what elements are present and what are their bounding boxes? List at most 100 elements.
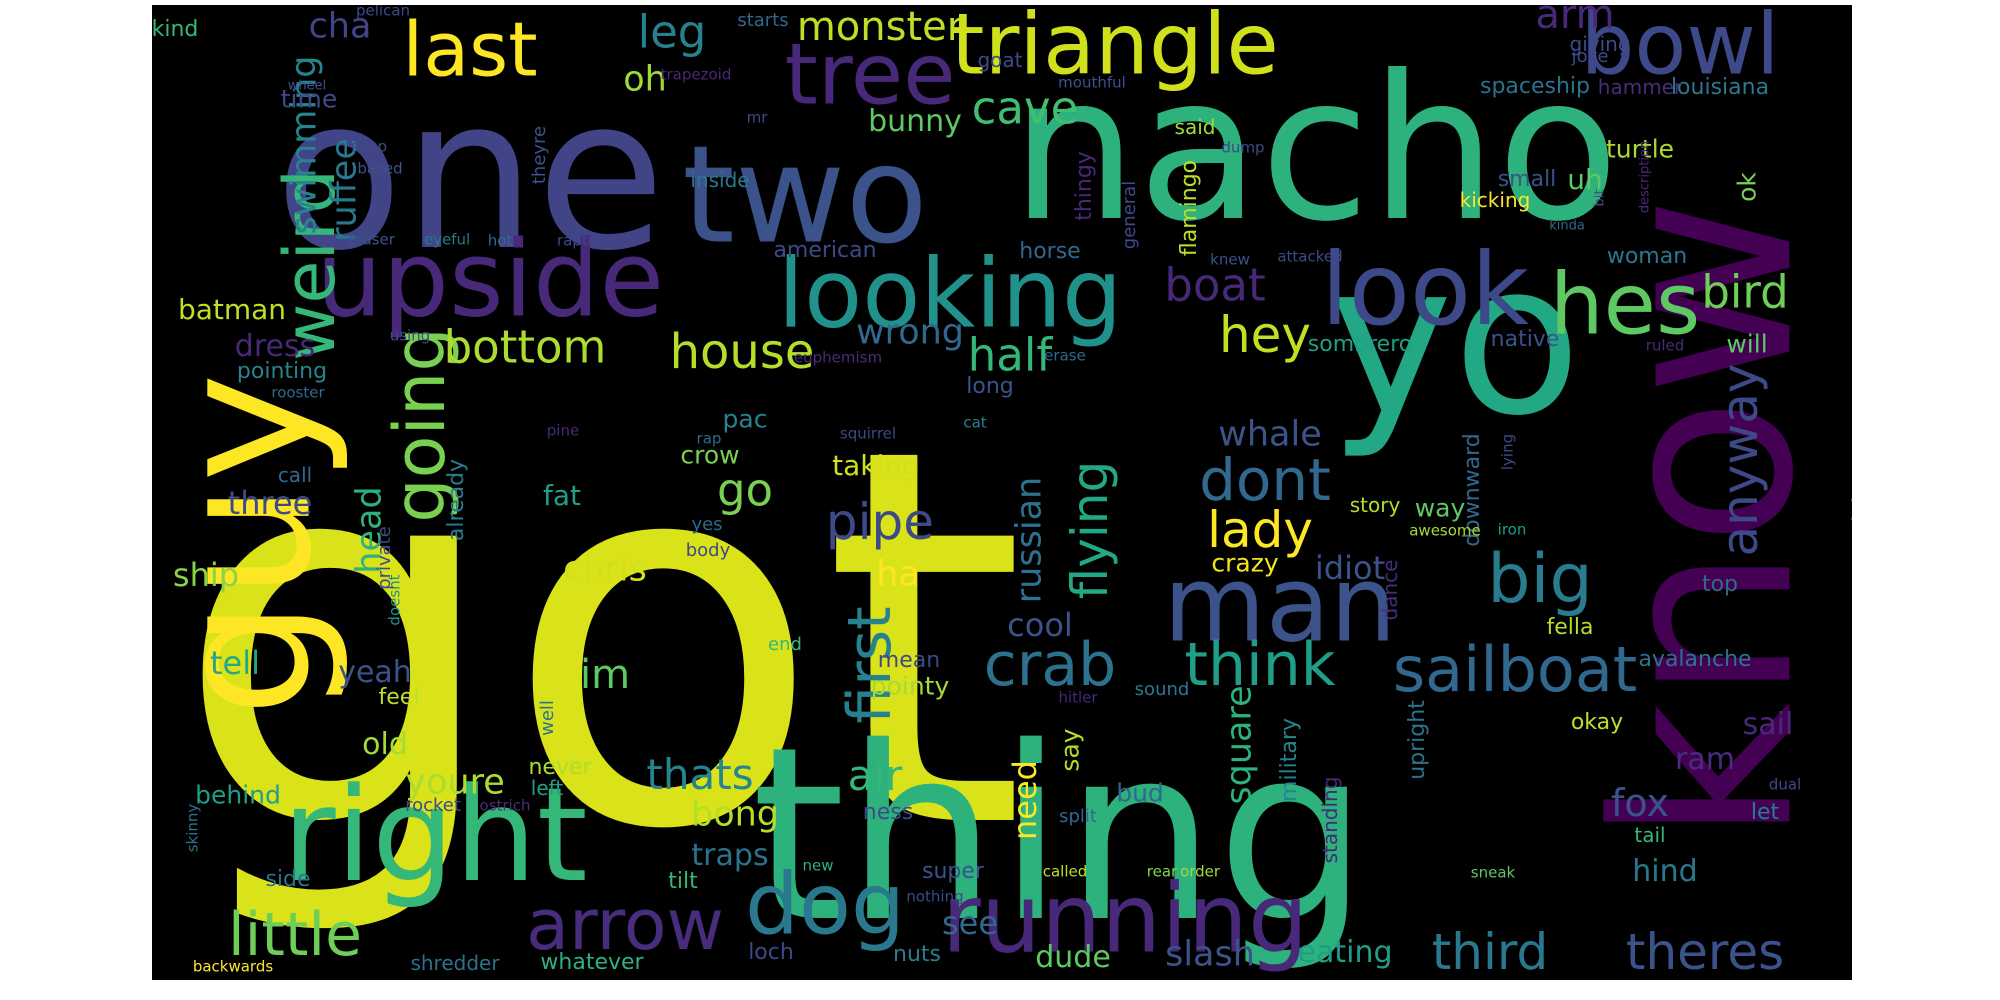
word-hes: hes — [1549, 255, 1701, 355]
word-upside: upside — [315, 218, 665, 341]
word-person: person — [1847, 188, 1852, 292]
word-fox: fox — [1611, 781, 1669, 825]
word-joke: joke — [1571, 46, 1609, 67]
word-based: based — [357, 159, 403, 178]
word-whatever: whatever — [540, 950, 644, 975]
word-idiot: idiot — [1314, 549, 1386, 587]
word-left: left — [530, 776, 564, 800]
word-yo: yo — [1328, 217, 1582, 462]
word-erase: erase — [1044, 346, 1086, 365]
word-time: time — [280, 84, 338, 114]
word-looking: looking — [777, 239, 1123, 350]
word-half: half — [967, 328, 1053, 382]
word-story: story — [1349, 493, 1401, 517]
word-one: one — [274, 52, 666, 297]
word-private: private — [374, 526, 395, 590]
word-knew: knew — [1210, 250, 1250, 269]
word-nacho: nacho — [1010, 33, 1620, 266]
word-pointy: pointy — [870, 671, 950, 701]
word-sombrero: sombrero — [1307, 332, 1413, 357]
word-got: got — [173, 337, 1027, 943]
word-hey: hey — [1218, 306, 1312, 364]
word-turtle: turtle — [1605, 134, 1675, 164]
word-end: end — [768, 634, 802, 655]
word-horse: horse — [1019, 239, 1081, 264]
word-look: look — [1320, 231, 1530, 348]
word-bong: bong — [690, 794, 780, 835]
word-hammer: hammer — [1597, 75, 1683, 99]
word-youre: youre — [405, 762, 505, 803]
word-eraser: eraser — [347, 230, 395, 249]
word-squirrel: squirrel — [839, 424, 897, 443]
word-three: three — [227, 484, 313, 522]
word-cave: cave — [971, 81, 1079, 135]
word-old: old — [362, 727, 408, 762]
word-see: see — [941, 904, 999, 942]
word-little: little — [228, 900, 362, 970]
word-bottom: bottom — [443, 320, 607, 374]
word-never: never — [528, 755, 592, 780]
word-skinny: skinny — [183, 803, 202, 853]
word-arrow: arrow — [526, 884, 724, 966]
word-rap: rap — [696, 429, 722, 448]
word-cha: cha — [308, 6, 372, 47]
word-well: well — [537, 700, 558, 736]
word-eyeful: eyeful — [423, 230, 471, 249]
word-call: call — [277, 463, 313, 487]
word-mouthful: mouthful — [1058, 73, 1126, 92]
word-iron: iron — [1497, 520, 1527, 539]
word-flying: flying — [1061, 460, 1119, 600]
word-pelican: pelican — [355, 5, 411, 20]
word-ram: ram — [1675, 742, 1735, 777]
word-okay: okay — [1570, 710, 1624, 735]
word-triangle: triangle — [951, 5, 1279, 95]
word-backwards: backwards — [192, 957, 274, 976]
word-monster: monster — [796, 5, 964, 50]
word-eating: eating — [1297, 935, 1393, 970]
word-louisiana: louisiana — [1670, 75, 1770, 100]
word-thing: thing — [751, 695, 1369, 975]
word-traps: traps — [691, 838, 769, 873]
word-sail: sail — [1742, 707, 1794, 742]
word-boat: boat — [1164, 258, 1266, 312]
word-anyway: anyway — [1711, 363, 1769, 557]
word-go: go — [716, 463, 774, 517]
word-say: say — [1055, 728, 1085, 772]
word-thingy: thingy — [1072, 151, 1097, 221]
word-yeah: yeah — [338, 655, 412, 690]
word-crazy: crazy — [1211, 548, 1279, 578]
word-sideways: sideways — [1847, 401, 1852, 539]
word-giving: giving — [1569, 32, 1631, 56]
word-sound: sound — [1134, 679, 1190, 700]
word-body: body — [685, 540, 731, 561]
word-american: american — [773, 238, 877, 263]
word-wrong: wrong — [855, 312, 965, 353]
word-new: new — [802, 856, 834, 875]
word-starts: starts — [737, 10, 789, 31]
word-mr: mr — [746, 108, 768, 127]
word-hot: hot — [487, 231, 513, 250]
word-two: two — [682, 116, 928, 274]
word-chris: chris — [563, 549, 647, 590]
word-pine: pine — [546, 421, 580, 440]
word-nothing: nothing — [906, 887, 964, 906]
word-way: way — [1414, 493, 1466, 523]
word-leg: leg — [637, 5, 707, 59]
word-dress: dress — [234, 329, 316, 364]
word-slash: slash — [1165, 934, 1255, 975]
word-kind: kind — [152, 17, 199, 42]
word-pointing: pointing — [236, 359, 328, 384]
word-ok: ok — [1732, 172, 1762, 202]
word-tell: tell — [209, 644, 261, 682]
word-loch: loch — [748, 940, 794, 965]
word-attacked: attacked — [1277, 247, 1343, 266]
word-long: long — [966, 374, 1014, 399]
word-using: using — [389, 326, 431, 345]
word-general: general — [1119, 180, 1140, 250]
word-bunny: bunny — [868, 104, 962, 139]
word-inside: inside — [690, 168, 750, 192]
word-euphemism: euphemism — [793, 348, 883, 367]
word-bowl: bowl — [1580, 5, 1780, 95]
word-split: split — [1059, 806, 1097, 827]
word-think: think — [1184, 630, 1336, 700]
